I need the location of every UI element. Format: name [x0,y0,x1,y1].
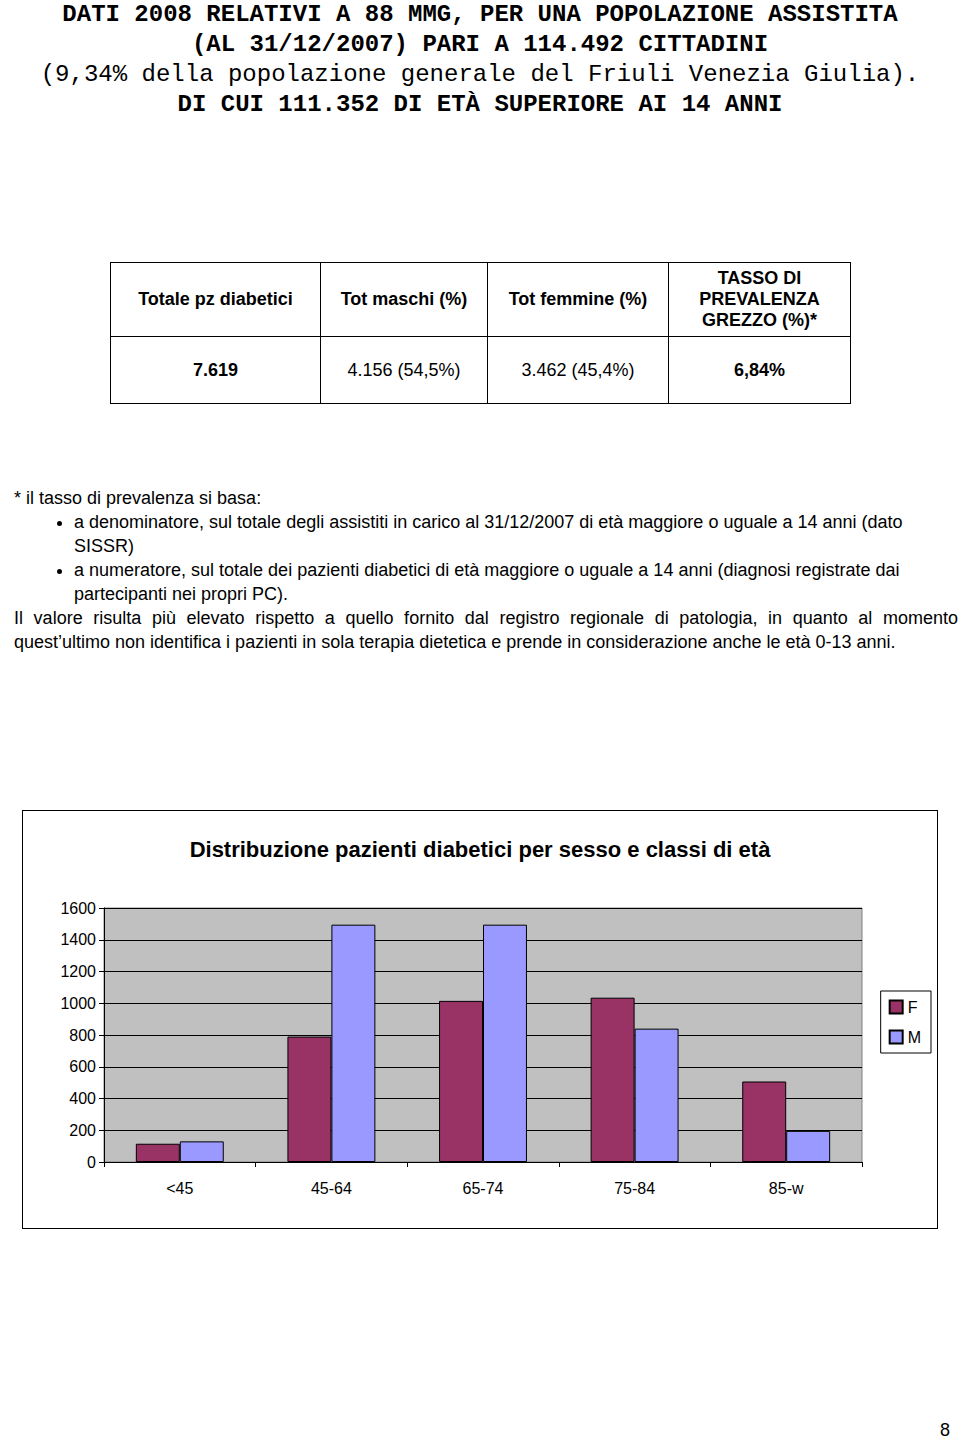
svg-text:200: 200 [69,1122,96,1139]
html-text:8: 8 [940,1420,950,1440]
svg-text:400: 400 [69,1090,96,1107]
html-text:DI CUI 111.352 DI ETÀ SUPERIOR: DI CUI 111.352 DI ETÀ SUPERIORE AI 14 AN… [177,91,783,118]
svg-text:1600: 1600 [60,900,96,917]
svg-text:85-w: 85-w [769,1180,804,1197]
html-text:TASSO DI PREVALENZA GREZZO (%): TASSO DI PREVALENZA GREZZO (%)* [699,268,820,330]
html-text:Il valore risulta più elevato: Il valore risulta più elevato rispetto a… [14,608,958,652]
svg-text:F: F [908,999,918,1016]
html-text:(9,34% della popolazione gener: (9,34% della popolazione generale del Fr… [40,61,920,88]
html-text:* il tasso di prevalenza si ba: * il tasso di prevalenza si basa: [14,488,262,508]
svg-text:800: 800 [69,1027,96,1044]
svg-text:1400: 1400 [60,931,96,948]
html-text:DATI 2008 RELATIVI A 88 MMG, P: DATI 2008 RELATIVI A 88 MMG, PER UNA POP… [62,1,898,28]
svg-text:1200: 1200 [60,963,96,980]
svg-text:75-84: 75-84 [614,1180,655,1197]
html-text:3.462 (45,4%): 3.462 (45,4%) [521,359,635,380]
html-text:Tot maschi (%): Tot maschi (%) [340,289,468,309]
html-text:a numeratore, sul totale dei p: a numeratore, sul totale dei pazienti di… [74,560,900,604]
svg-text:Distribuzione pazienti diabeti: Distribuzione pazienti diabetici per ses… [190,837,772,862]
svg-text:65-74: 65-74 [463,1180,504,1197]
svg-text:600: 600 [69,1058,96,1075]
svg-text:<45: <45 [166,1180,193,1197]
html-text:Totale pz diabetici: Totale pz diabetici [138,289,293,309]
html-text:7.619: 7.619 [193,359,238,380]
svg-text:0: 0 [87,1154,96,1171]
svg-text:45-64: 45-64 [311,1180,352,1197]
html-text:4.156 (54,5%): 4.156 (54,5%) [347,359,461,380]
html-text:a denominatore, sul totale deg: a denominatore, sul totale degli assisti… [74,512,903,556]
html-text:6,84%: 6,84% [734,359,785,380]
html-text:Tot femmine (%): Tot femmine (%) [508,289,648,309]
svg-text:1000: 1000 [60,995,96,1012]
svg-text:M: M [908,1029,921,1046]
html-text:(AL 31/12/2007) PARI A 114.492: (AL 31/12/2007) PARI A 114.492 CITTADINI [192,31,768,58]
